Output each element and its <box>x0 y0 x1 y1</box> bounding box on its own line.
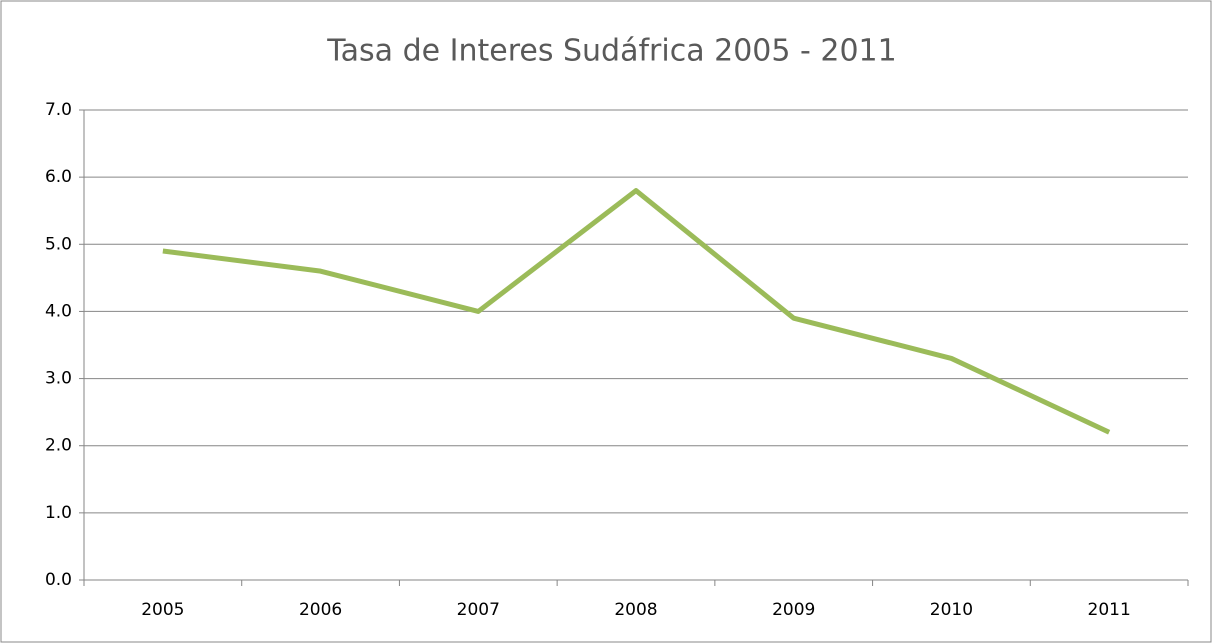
y-tick-label: 7.0 <box>45 100 72 120</box>
x-tick-label: 2008 <box>614 600 657 620</box>
x-tick-label: 2010 <box>930 600 973 620</box>
x-tick-label: 2011 <box>1088 600 1131 620</box>
y-tick-label: 2.0 <box>45 436 72 456</box>
y-tick-label: 5.0 <box>45 234 72 254</box>
x-tick-label: 2006 <box>299 600 342 620</box>
y-tick-label: 1.0 <box>45 503 72 523</box>
y-tick-label: 3.0 <box>45 369 72 389</box>
line-series <box>162 188 1111 435</box>
y-tick-label: 0.0 <box>45 570 72 590</box>
y-tick-label: 6.0 <box>45 167 72 187</box>
x-tick-label: 2009 <box>772 600 815 620</box>
y-tick-label: 4.0 <box>45 301 72 321</box>
chart-title: Tasa de Interes Sudáfrica 2005 - 2011 <box>326 34 896 69</box>
x-tick-label: 2005 <box>141 600 184 620</box>
x-tick-label: 2007 <box>457 600 500 620</box>
